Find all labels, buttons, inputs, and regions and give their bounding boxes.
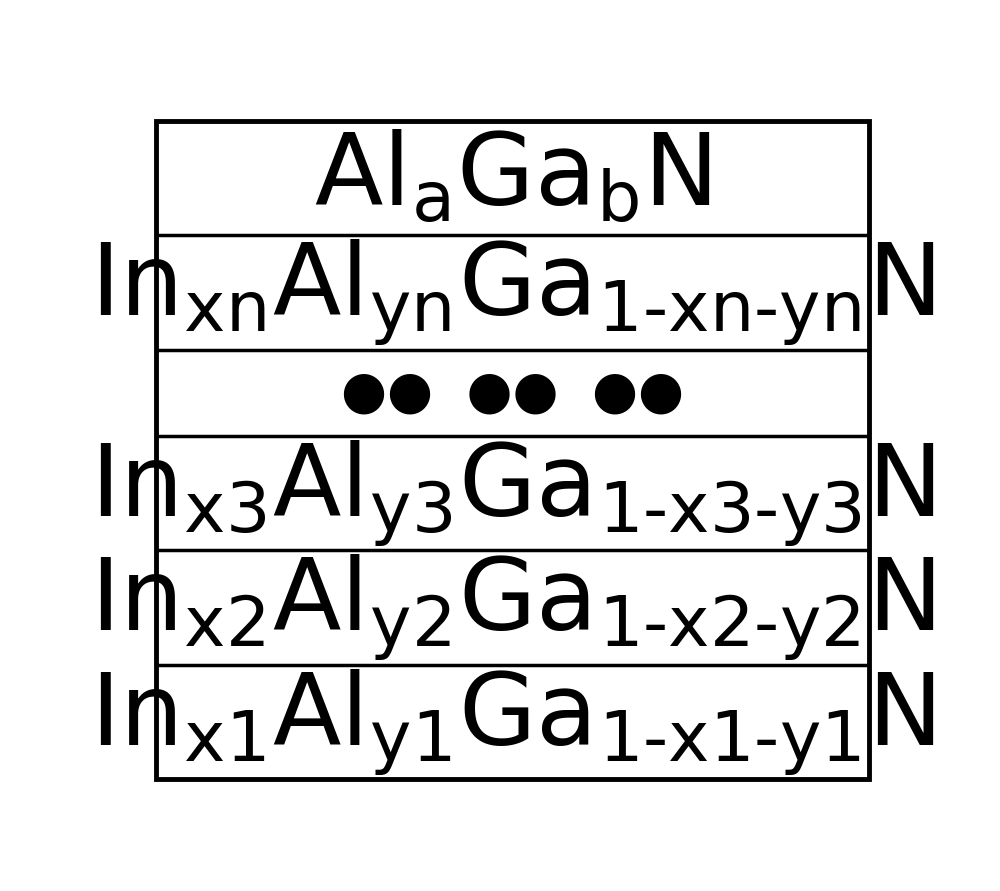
Text: $\mathrm{In_{x1}Al_{y1}Ga_{1\text{-}x1\text{-}y1}N}$: $\mathrm{In_{x1}Al_{y1}Ga_{1\text{-}x1\t…: [90, 667, 935, 777]
Text: $\mathrm{In_{x2}Al_{y2}Ga_{1\text{-}x2\text{-}y2}N}$: $\mathrm{In_{x2}Al_{y2}Ga_{1\text{-}x2\t…: [90, 552, 935, 662]
Text: $\mathrm{Al_aGa_bN}$: $\mathrm{Al_aGa_bN}$: [314, 129, 711, 226]
Text: $\mathrm{In_{x3}Al_{y3}Ga_{1\text{-}x3\text{-}y3}N}$: $\mathrm{In_{x3}Al_{y3}Ga_{1\text{-}x3\t…: [90, 438, 935, 548]
Text: ●●  ●●  ●●: ●● ●● ●●: [341, 367, 684, 418]
Text: $\mathrm{In_{xn}Al_{yn}Ga_{1\text{-}xn\text{-}yn}N}$: $\mathrm{In_{xn}Al_{yn}Ga_{1\text{-}xn\t…: [90, 238, 935, 347]
